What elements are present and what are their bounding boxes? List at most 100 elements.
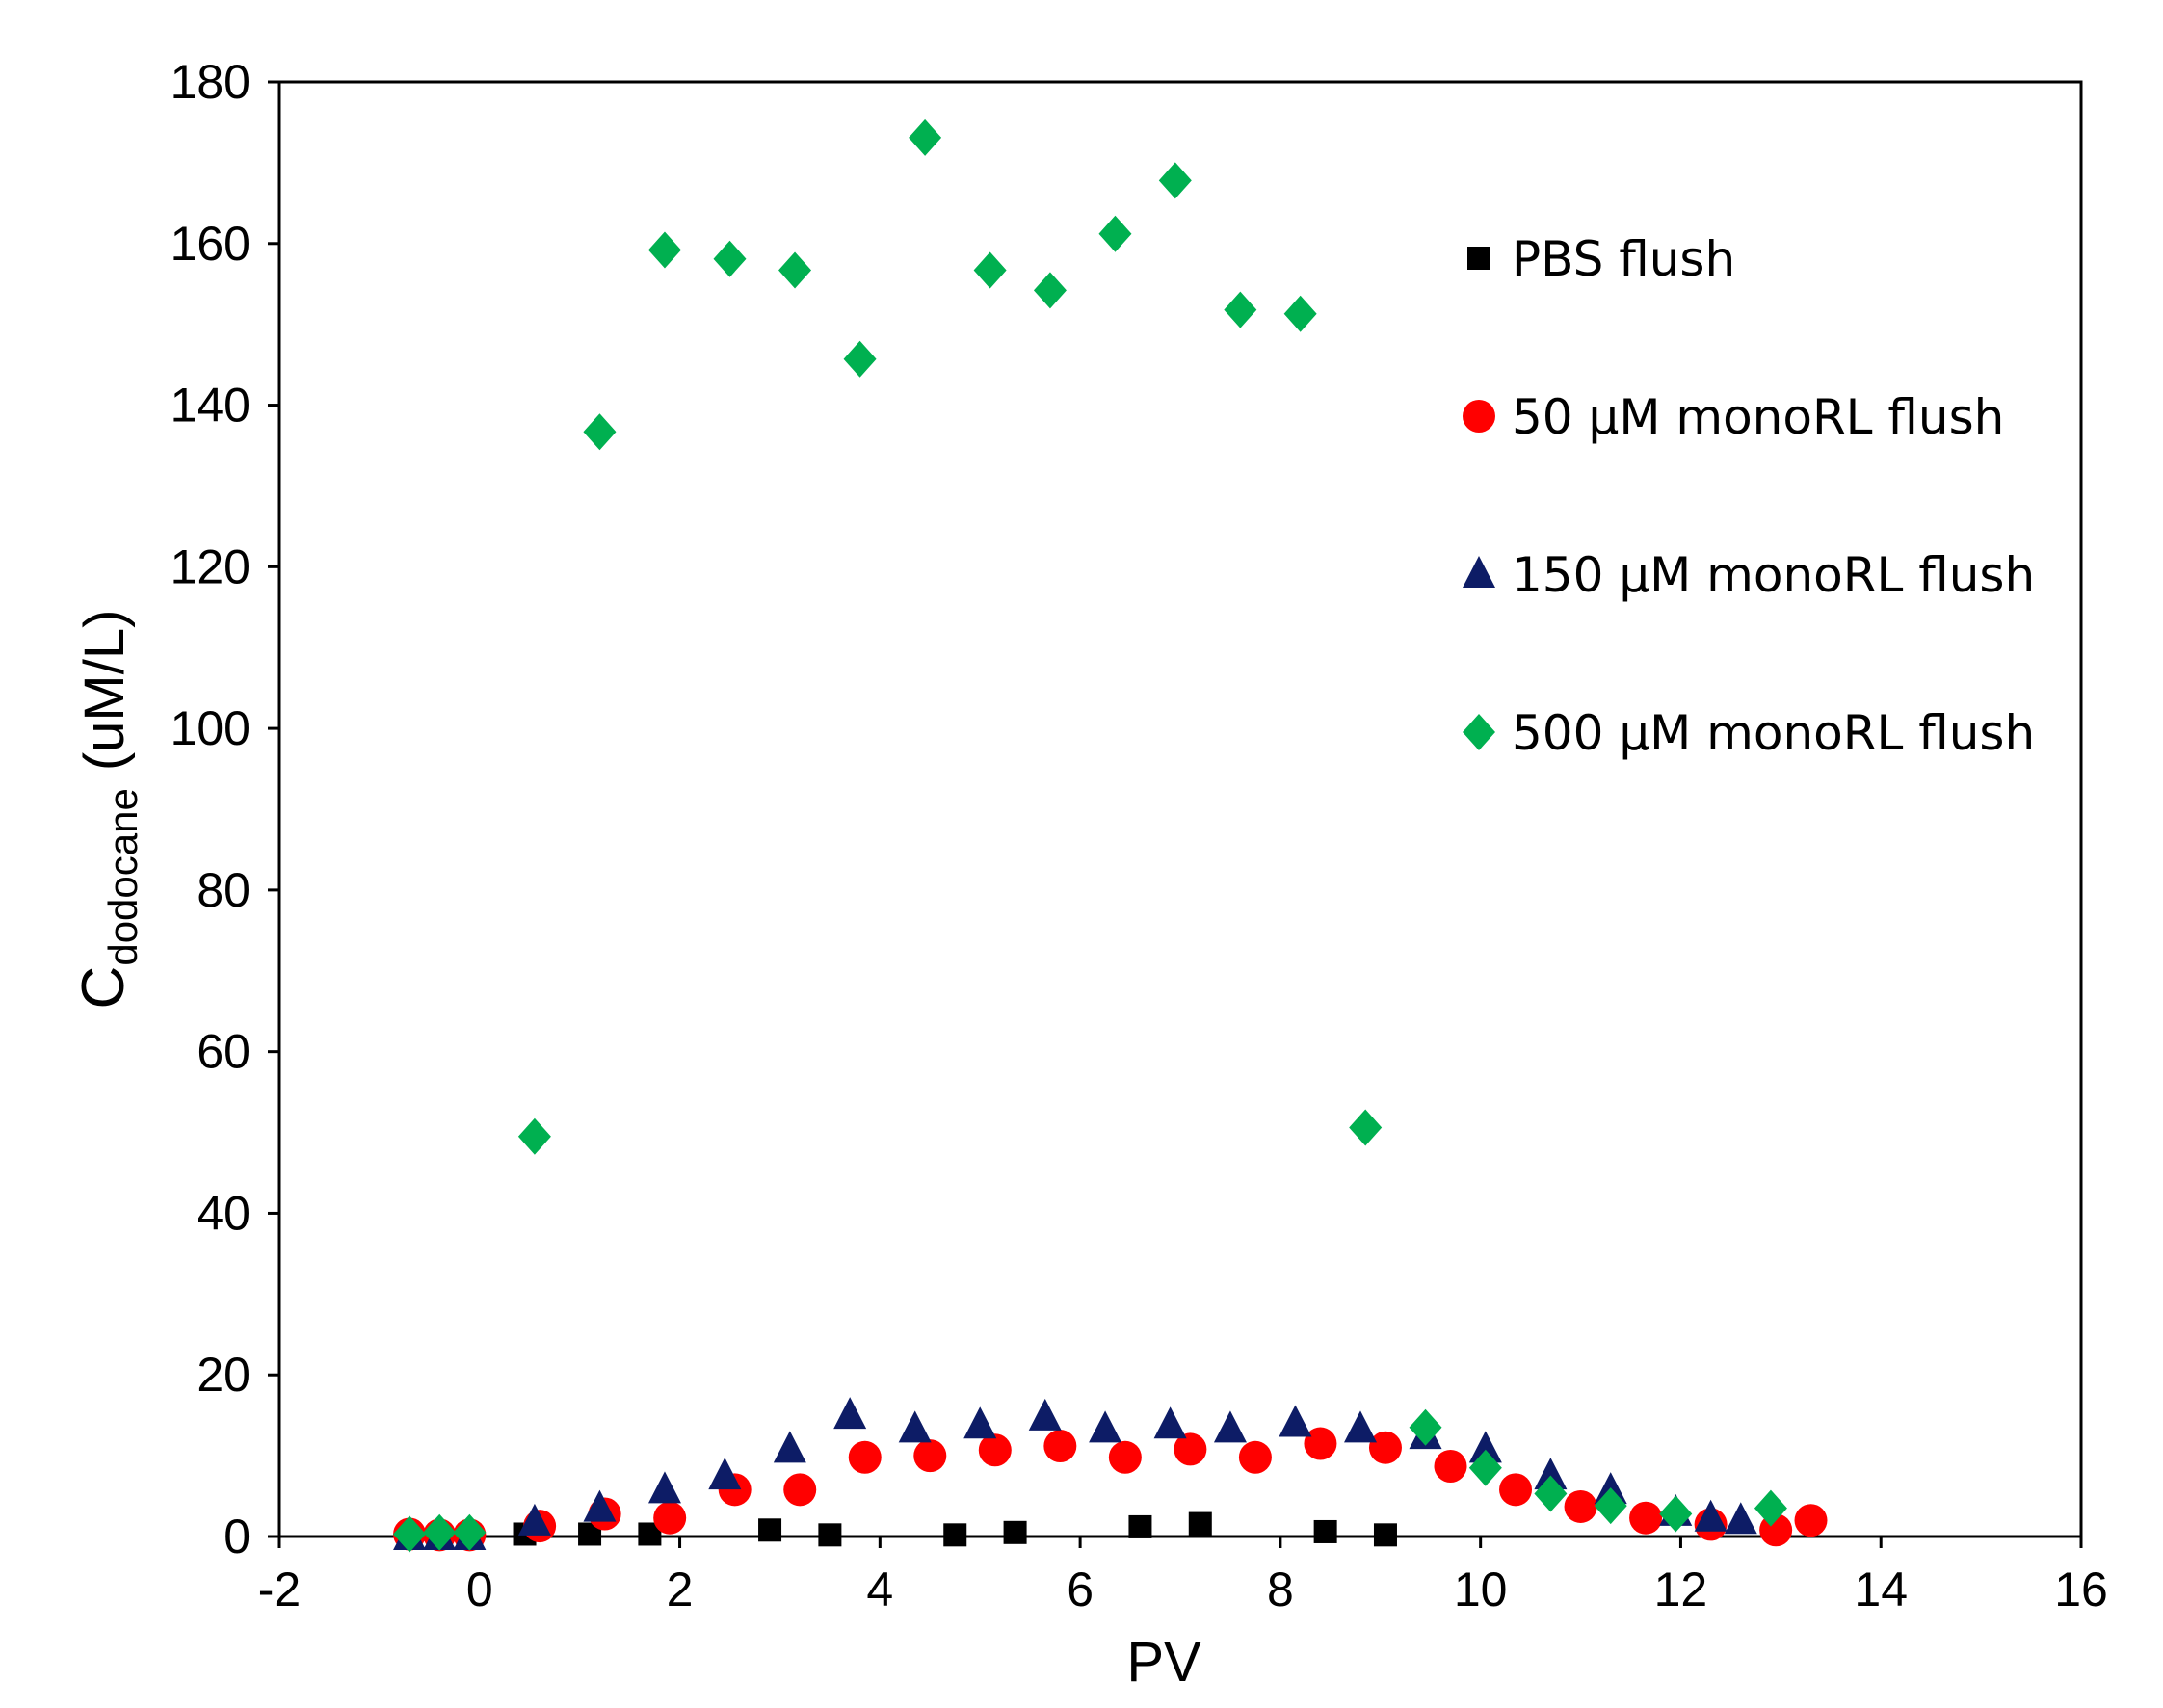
y-tick-label: 20 bbox=[197, 1348, 251, 1402]
legend-marker bbox=[1463, 400, 1495, 433]
data-point bbox=[653, 1501, 687, 1535]
data-point bbox=[1629, 1501, 1663, 1535]
y-tick-label: 120 bbox=[171, 539, 251, 593]
data-point bbox=[1313, 1519, 1337, 1543]
data-point bbox=[778, 251, 812, 289]
data-point bbox=[818, 1523, 842, 1547]
data-point bbox=[1003, 1520, 1027, 1544]
x-tick-label: 4 bbox=[866, 1563, 893, 1616]
data-point bbox=[1694, 1499, 1728, 1532]
x-tick-label: 6 bbox=[1067, 1563, 1094, 1616]
data-point bbox=[453, 1513, 487, 1551]
data-point bbox=[1344, 1410, 1377, 1443]
data-point bbox=[517, 1503, 551, 1536]
legend-label: 150 µM monoRL flush bbox=[1512, 547, 2035, 603]
x-tick-label: 16 bbox=[2054, 1563, 2108, 1616]
data-point bbox=[713, 240, 747, 277]
legend-marker bbox=[1463, 714, 1495, 750]
y-axis-title: Cdodocane (uM/L) bbox=[70, 610, 145, 1010]
data-point bbox=[1468, 1449, 1502, 1486]
y-tick-label: 60 bbox=[197, 1025, 251, 1079]
data-point bbox=[583, 413, 617, 451]
data-point bbox=[708, 1458, 742, 1490]
data-point bbox=[1153, 1406, 1187, 1439]
legend: PBS flush 50 µM monoRL flush 150 µM monoRL… bbox=[1463, 231, 2035, 761]
legend-marker bbox=[1467, 247, 1490, 270]
y-tick-label: 40 bbox=[197, 1186, 251, 1240]
data-point bbox=[1794, 1504, 1828, 1537]
data-point bbox=[1349, 1109, 1383, 1146]
data-point bbox=[973, 251, 1007, 289]
y-axis-title-subscript: dodocane bbox=[100, 788, 145, 966]
data-point bbox=[963, 1406, 997, 1439]
y-tick-label: 140 bbox=[171, 379, 251, 433]
data-point bbox=[1368, 1431, 1402, 1464]
legend-label: 500 µM monoRL flush bbox=[1512, 705, 2035, 761]
legend-label: 50 µM monoRL flush bbox=[1512, 389, 2004, 445]
x-tick-label: 2 bbox=[667, 1563, 694, 1616]
data-point bbox=[517, 1117, 551, 1155]
data-point bbox=[1409, 1408, 1442, 1446]
data-point bbox=[1033, 272, 1067, 309]
data-point bbox=[848, 1440, 882, 1474]
data-point bbox=[1238, 1440, 1272, 1474]
series-marks bbox=[393, 118, 1828, 1553]
data-point bbox=[909, 118, 942, 156]
data-point bbox=[943, 1523, 967, 1547]
data-point bbox=[647, 231, 681, 269]
x-tick-label: 8 bbox=[1267, 1563, 1294, 1616]
data-point bbox=[1754, 1489, 1787, 1527]
data-point bbox=[1188, 1511, 1212, 1536]
y-tick-label: 180 bbox=[171, 55, 251, 109]
data-point bbox=[1564, 1489, 1597, 1523]
data-point bbox=[833, 1397, 867, 1430]
data-point bbox=[647, 1471, 681, 1504]
data-point bbox=[1028, 1398, 1062, 1431]
x-axis-title: PV bbox=[1126, 1631, 1201, 1694]
x-tick-label: 10 bbox=[1454, 1563, 1508, 1616]
legend-label: PBS flush bbox=[1512, 231, 1735, 287]
data-point bbox=[393, 1515, 427, 1553]
data-point bbox=[978, 1433, 1012, 1467]
data-point bbox=[783, 1473, 817, 1507]
data-point bbox=[1158, 162, 1192, 199]
x-tick-label: 14 bbox=[1854, 1563, 1908, 1616]
data-point bbox=[898, 1410, 932, 1443]
y-axis-title-main: C bbox=[70, 966, 137, 1010]
data-point bbox=[1098, 215, 1132, 252]
y-tick-label: 100 bbox=[171, 701, 251, 755]
data-point bbox=[1434, 1450, 1467, 1484]
data-point bbox=[1043, 1430, 1077, 1463]
x-tick-label: -2 bbox=[258, 1563, 301, 1616]
data-point bbox=[1304, 1427, 1337, 1460]
y-tick-label: 80 bbox=[197, 863, 251, 917]
data-point bbox=[423, 1513, 457, 1551]
y-tick-label: 160 bbox=[171, 217, 251, 271]
y-axis-title-unit: (uM/L) bbox=[73, 610, 136, 772]
data-point bbox=[1283, 295, 1317, 332]
data-point bbox=[1279, 1405, 1312, 1437]
data-point bbox=[1108, 1440, 1142, 1474]
data-point bbox=[773, 1431, 806, 1463]
data-point bbox=[758, 1518, 782, 1542]
plot-area bbox=[277, 80, 2083, 1538]
data-point bbox=[1499, 1473, 1533, 1507]
data-point bbox=[1373, 1523, 1397, 1547]
series-3 bbox=[393, 118, 1787, 1553]
data-point bbox=[1534, 1475, 1568, 1512]
data-point bbox=[1174, 1432, 1207, 1466]
y-tick-label: 0 bbox=[224, 1510, 251, 1563]
data-point bbox=[1594, 1487, 1627, 1525]
x-tick-label: 12 bbox=[1654, 1563, 1708, 1616]
data-point bbox=[1724, 1502, 1757, 1535]
data-point bbox=[1534, 1458, 1568, 1490]
data-point bbox=[913, 1439, 947, 1473]
data-point bbox=[1089, 1410, 1122, 1443]
x-tick-label: 0 bbox=[466, 1563, 493, 1616]
data-point bbox=[583, 1489, 617, 1522]
data-point bbox=[843, 340, 877, 378]
data-point bbox=[1659, 1495, 1693, 1533]
data-point bbox=[1468, 1431, 1502, 1463]
